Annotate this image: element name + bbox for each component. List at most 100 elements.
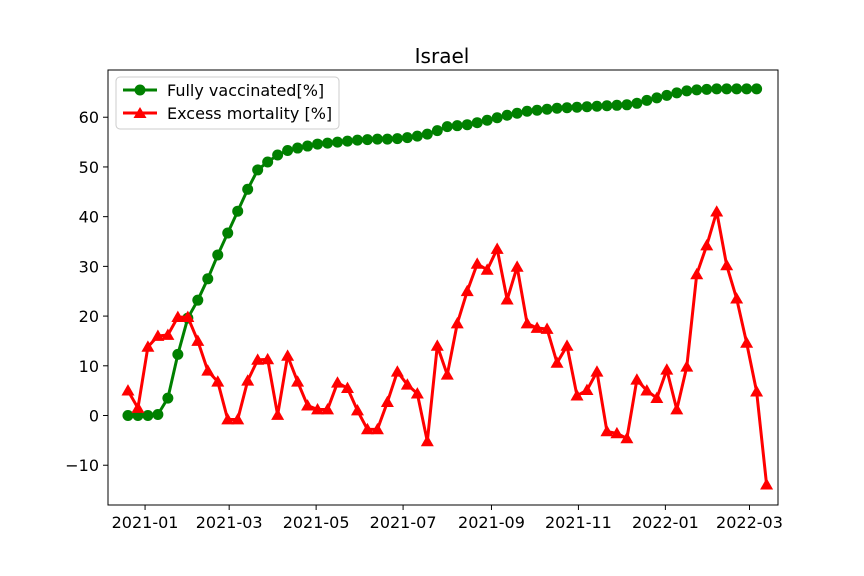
data-point-vaccinated xyxy=(671,87,683,99)
data-point-excess-mortality xyxy=(680,360,694,372)
data-point-vaccinated xyxy=(351,134,363,146)
data-point-excess-mortality xyxy=(191,334,205,346)
y-tick-label: 50 xyxy=(79,158,99,177)
x-tick-label: 2021-07 xyxy=(370,513,437,532)
data-point-excess-mortality xyxy=(251,353,265,365)
data-point-vaccinated xyxy=(511,107,523,119)
data-point-vaccinated xyxy=(731,83,743,95)
legend-frame xyxy=(115,76,340,130)
data-point-vaccinated xyxy=(172,348,184,360)
data-point-excess-mortality xyxy=(380,395,394,407)
data-point-excess-mortality xyxy=(390,365,404,377)
series-vaccinated xyxy=(122,83,763,422)
data-point-vaccinated xyxy=(341,135,353,147)
data-point-excess-mortality xyxy=(281,349,295,361)
data-point-excess-mortality xyxy=(600,424,614,437)
data-point-vaccinated xyxy=(272,149,284,161)
y-tick-label: 40 xyxy=(79,208,99,227)
data-point-excess-mortality xyxy=(360,422,374,435)
data-point-vaccinated xyxy=(711,83,723,95)
data-point-vaccinated xyxy=(332,136,344,148)
data-point-excess-mortality xyxy=(650,391,664,403)
data-point-excess-mortality xyxy=(570,389,584,401)
data-point-excess-mortality xyxy=(271,408,285,420)
data-point-excess-mortality xyxy=(340,381,354,394)
axis-layer: 2021-01 2021-03 2021-05 2021-07 2021-09 2021-… xyxy=(65,108,783,532)
data-point-excess-mortality xyxy=(470,257,484,269)
legend-marker-vaccinated xyxy=(134,84,146,96)
data-point-vaccinated xyxy=(361,134,373,146)
x-tick-label: 2022-03 xyxy=(716,513,783,532)
data-point-excess-mortality xyxy=(450,317,464,329)
x-tick-label: 2021-11 xyxy=(545,513,612,532)
y-tick-label: 20 xyxy=(79,307,99,326)
data-point-excess-mortality xyxy=(261,352,275,365)
data-point-excess-mortality xyxy=(540,322,554,334)
data-point-vaccinated xyxy=(212,249,224,261)
y-tick-label: −10 xyxy=(65,456,99,475)
data-point-vaccinated xyxy=(661,89,673,101)
data-point-vaccinated xyxy=(122,410,134,422)
y-tick-label: 60 xyxy=(79,108,99,127)
data-point-vaccinated xyxy=(541,103,553,115)
data-point-excess-mortality xyxy=(700,238,714,251)
data-point-vaccinated xyxy=(591,100,603,112)
data-point-vaccinated xyxy=(461,119,473,131)
data-point-excess-mortality xyxy=(750,385,764,397)
data-point-excess-mortality xyxy=(670,403,684,415)
data-point-excess-mortality xyxy=(231,412,245,425)
data-point-vaccinated xyxy=(561,102,573,114)
data-point-vaccinated xyxy=(381,133,393,145)
data-point-excess-mortality xyxy=(121,384,135,396)
data-point-excess-mortality xyxy=(420,434,434,447)
data-point-vaccinated xyxy=(681,85,693,97)
data-point-excess-mortality xyxy=(460,284,474,297)
data-point-excess-mortality xyxy=(141,340,155,352)
series-excess-mortality xyxy=(121,205,774,490)
data-point-vaccinated xyxy=(631,97,643,109)
data-point-excess-mortality xyxy=(500,293,514,305)
data-point-vaccinated xyxy=(441,121,453,133)
data-point-excess-mortality xyxy=(720,258,734,271)
data-point-vaccinated xyxy=(531,104,543,116)
data-point-excess-mortality xyxy=(610,426,624,439)
data-point-excess-mortality xyxy=(400,378,414,390)
data-point-excess-mortality xyxy=(490,242,504,254)
x-tick-label: 2022-01 xyxy=(632,513,699,532)
data-point-vaccinated xyxy=(501,109,513,121)
data-point-vaccinated xyxy=(431,125,443,137)
data-point-excess-mortality xyxy=(590,365,604,377)
data-point-excess-mortality xyxy=(331,376,345,388)
x-tick-label: 2021-01 xyxy=(112,513,179,532)
data-point-excess-mortality xyxy=(211,375,225,387)
data-point-vaccinated xyxy=(651,92,663,104)
data-point-vaccinated xyxy=(451,120,463,132)
data-point-vaccinated xyxy=(282,145,294,157)
data-point-excess-mortality xyxy=(560,339,574,351)
data-point-excess-mortality xyxy=(550,356,564,368)
data-point-excess-mortality xyxy=(510,260,524,272)
data-point-vaccinated xyxy=(471,117,483,129)
data-point-vaccinated xyxy=(322,137,334,149)
data-point-vaccinated xyxy=(222,227,234,239)
data-point-vaccinated xyxy=(581,101,593,113)
data-point-vaccinated xyxy=(751,83,763,95)
data-point-excess-mortality xyxy=(370,422,384,435)
data-point-excess-mortality xyxy=(221,412,235,425)
data-point-excess-mortality xyxy=(171,310,185,322)
data-point-excess-mortality xyxy=(690,267,704,280)
data-point-excess-mortality xyxy=(291,375,305,387)
data-point-excess-mortality xyxy=(161,328,175,340)
data-point-excess-mortality xyxy=(301,399,315,411)
series-layer xyxy=(121,83,774,490)
data-point-excess-mortality xyxy=(151,329,165,341)
legend: Fully vaccinated[%] Excess mortality [%] xyxy=(115,76,340,130)
plot-frame xyxy=(107,69,779,506)
data-point-vaccinated xyxy=(611,99,623,111)
data-point-vaccinated xyxy=(252,164,264,176)
data-point-vaccinated xyxy=(421,128,433,140)
data-point-excess-mortality xyxy=(241,374,255,386)
data-point-vaccinated xyxy=(202,273,214,285)
data-point-vaccinated xyxy=(292,142,304,154)
